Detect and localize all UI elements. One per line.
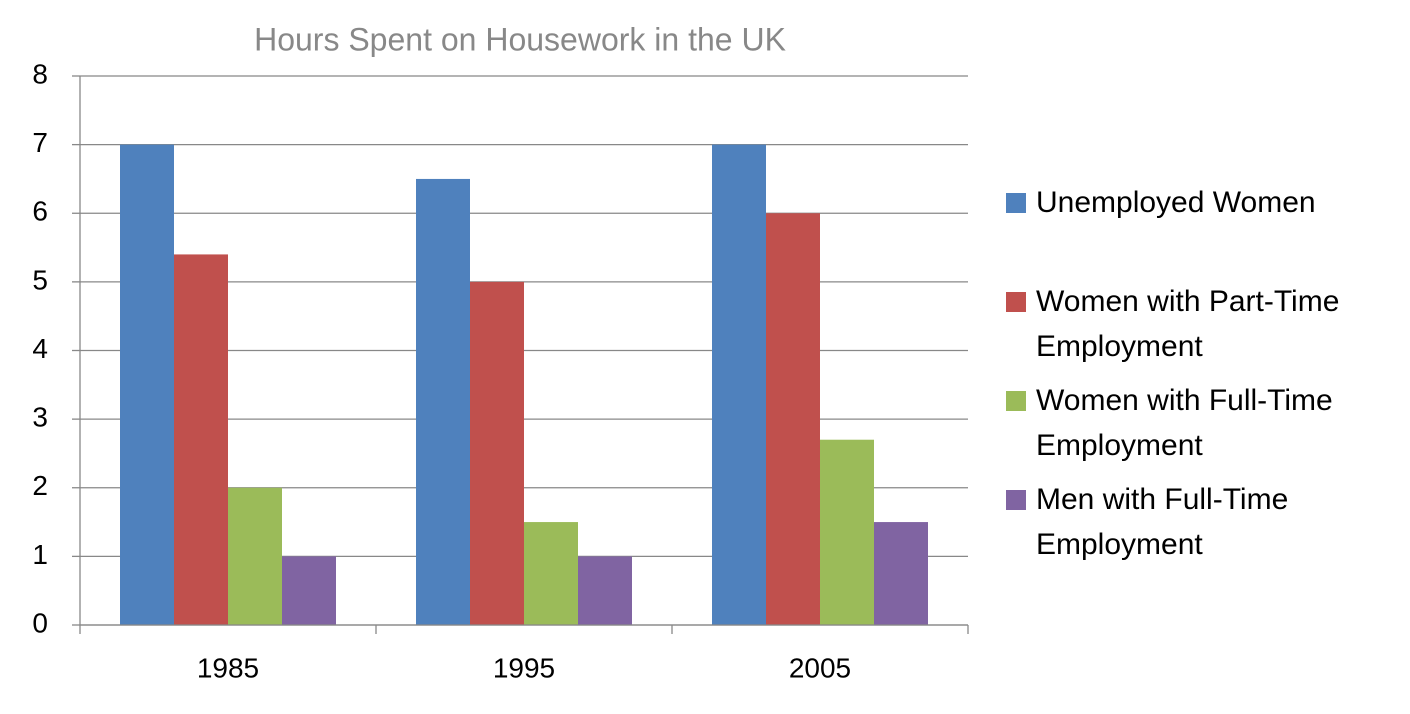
legend-label: Women with Full-Time Employment — [1036, 384, 1333, 462]
legend-swatch — [1006, 292, 1026, 312]
legend-label: Men with Full-Time Employment — [1036, 483, 1289, 561]
bar — [766, 213, 820, 625]
legend-swatch — [1006, 490, 1026, 510]
legend-label: Women with Part-Time Employment — [1036, 285, 1340, 363]
y-tick-label: 4 — [32, 333, 48, 364]
x-tick-label: 1985 — [197, 652, 259, 683]
legend-swatch — [1006, 391, 1026, 411]
bar — [228, 487, 282, 625]
bar — [120, 144, 174, 625]
legend-label: Unemployed Women — [1036, 186, 1316, 219]
y-tick-label: 1 — [32, 539, 48, 570]
chart-title: Hours Spent on Housework in the UK — [254, 21, 786, 57]
y-tick-label: 0 — [32, 607, 48, 638]
y-tick-label: 7 — [32, 127, 48, 158]
bar — [712, 144, 766, 625]
y-tick-label: 2 — [32, 470, 48, 501]
y-tick-label: 3 — [32, 402, 48, 433]
bar — [524, 522, 578, 625]
y-tick-label: 8 — [32, 58, 48, 89]
bar — [174, 254, 228, 626]
bar — [820, 439, 874, 625]
bar — [416, 178, 470, 625]
legend-swatch — [1006, 193, 1026, 213]
bar — [470, 281, 524, 625]
y-tick-label: 5 — [32, 264, 48, 295]
x-tick-label: 2005 — [789, 652, 851, 683]
x-tick-label: 1995 — [493, 652, 555, 683]
bar — [578, 556, 632, 625]
bar — [282, 556, 336, 625]
bar — [874, 522, 928, 625]
y-tick-label: 6 — [32, 196, 48, 227]
